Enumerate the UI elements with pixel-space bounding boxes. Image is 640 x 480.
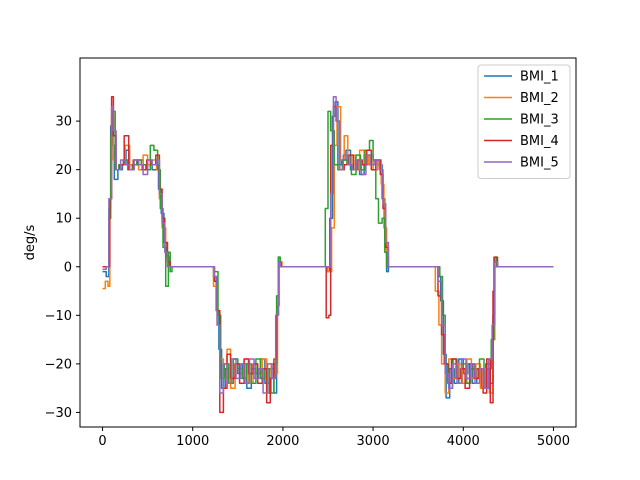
y-tick-label: 10 [55,212,72,227]
y-tick-label: 20 [55,163,72,178]
x-axis: 0 1000 2000 3000 4000 5000 [98,427,570,449]
x-tick-label: 1000 [176,434,209,449]
y-axis: −30 −20 −10 0 10 20 30 [45,115,80,421]
x-tick-label: 4000 [447,434,480,449]
legend-label: BMI_1 [520,70,559,85]
legend-label: BMI_5 [520,156,559,171]
x-tick-label: 2000 [266,434,299,449]
y-tick-label: −20 [45,357,72,372]
series-line-bmi-5 [102,96,554,394]
y-axis-label: deg/s [23,224,38,260]
y-tick-label: −30 [45,406,72,421]
x-tick-label: 0 [98,434,106,449]
legend-label: BMI_2 [520,91,559,106]
x-tick-label: 3000 [357,434,390,449]
legend-label: BMI_3 [520,113,559,128]
legend-label: BMI_4 [520,134,559,149]
legend: BMI_1 BMI_2 BMI_3 BMI_4 BMI_5 [477,64,571,179]
y-tick-label: −10 [45,309,72,324]
x-tick-label: 5000 [537,434,570,449]
plot-frame [79,57,577,428]
y-tick-label: 0 [64,260,72,275]
series-line-bmi-2 [102,105,554,394]
series-lines [102,96,554,414]
y-tick-label: 30 [55,115,72,130]
legend-box [477,64,571,179]
